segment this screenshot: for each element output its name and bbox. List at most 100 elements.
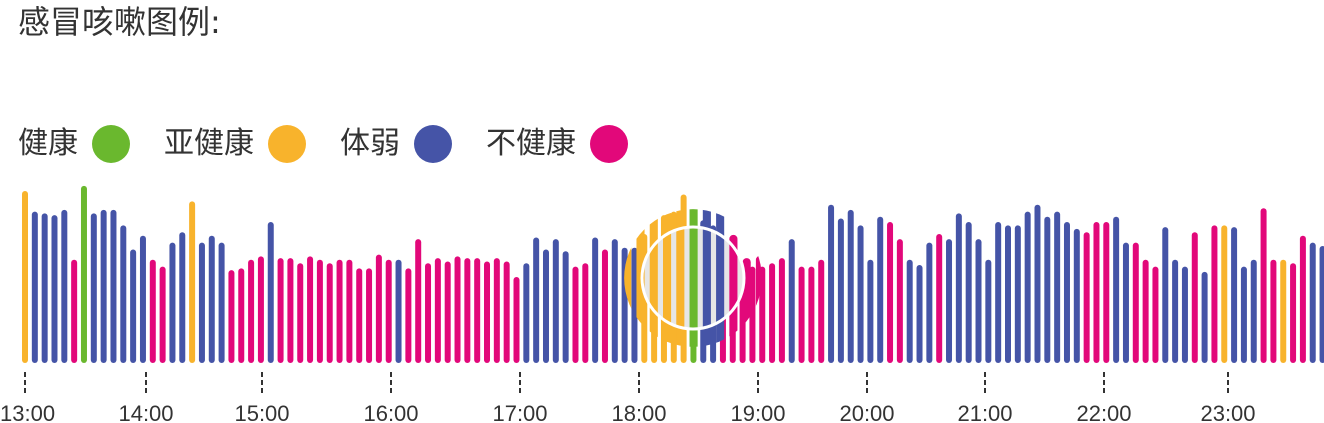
bar: [248, 259, 255, 363]
bar: [356, 268, 363, 363]
bar: [100, 209, 107, 363]
bar: [1093, 221, 1100, 363]
bar: [198, 242, 205, 363]
bar: [1172, 259, 1179, 363]
bar: [287, 258, 294, 363]
legend-label: 不健康: [486, 126, 576, 161]
bar-magnified: [702, 209, 711, 347]
bar: [818, 259, 825, 363]
bar: [1034, 204, 1041, 363]
bar: [631, 247, 638, 363]
bar: [936, 234, 943, 363]
x-tick-label: 13:00: [0, 401, 55, 423]
x-tick-label: 23:00: [1200, 401, 1255, 423]
bar: [336, 259, 343, 363]
bar: [307, 256, 314, 363]
bar: [1152, 266, 1159, 363]
bar: [1191, 232, 1198, 363]
bar: [1250, 259, 1257, 363]
bar: [1122, 242, 1129, 363]
magnifier-lens: [624, 209, 762, 347]
bar: [1083, 232, 1090, 363]
bar: [857, 225, 864, 363]
bar: [179, 232, 186, 363]
bar: [159, 266, 166, 363]
bar: [611, 239, 618, 363]
bar: [1113, 216, 1120, 363]
bar: [80, 185, 87, 363]
x-tick-label: 17:00: [492, 401, 547, 423]
bar: [267, 221, 274, 363]
bar: [572, 266, 579, 363]
bar: [562, 251, 569, 363]
bar: [484, 261, 491, 363]
bar: [1132, 242, 1139, 363]
bar: [1044, 216, 1051, 363]
bar: [169, 242, 176, 363]
bar-magnified: [676, 209, 685, 347]
bar: [975, 239, 982, 363]
bar: [130, 249, 137, 363]
bar: [1103, 221, 1110, 363]
bar: [90, 213, 97, 363]
bar: [1014, 225, 1021, 363]
legend-swatch-yellow: [268, 125, 306, 163]
x-tick-label: 15:00: [234, 401, 289, 423]
bar: [71, 259, 78, 363]
bar: [916, 264, 923, 363]
bar: [1221, 225, 1228, 363]
bar: [1270, 259, 1277, 363]
bar: [405, 268, 412, 363]
bar: [189, 201, 196, 363]
bar: [31, 211, 38, 363]
bar: [995, 221, 1002, 363]
bar: [366, 268, 373, 363]
bar: [326, 263, 333, 363]
bar: [1142, 259, 1149, 363]
bar: [277, 258, 284, 363]
bar: [228, 270, 235, 363]
legend-item-weak: 体弱: [340, 124, 452, 164]
bar: [1211, 225, 1218, 363]
bar: [474, 258, 481, 363]
bar: [493, 258, 500, 363]
bar: [238, 268, 245, 363]
bar: [61, 209, 68, 363]
bar: [769, 263, 776, 363]
bar: [946, 239, 953, 363]
bar: [1290, 263, 1297, 363]
bar: [896, 239, 903, 363]
bar: [985, 259, 992, 363]
legend-swatch-blue: [414, 125, 452, 163]
bar: [139, 235, 146, 363]
bar: [847, 209, 854, 363]
bar: [887, 221, 894, 363]
bar: [808, 266, 815, 363]
bar: [542, 249, 549, 363]
legend-label: 亚健康: [164, 126, 254, 161]
bar: [297, 263, 304, 363]
x-tick-label: 22:00: [1076, 401, 1131, 423]
bar: [523, 263, 530, 363]
bar: [415, 239, 422, 363]
legend-label: 体弱: [340, 126, 400, 161]
bar: [51, 215, 58, 363]
bar: [454, 256, 461, 363]
bar: [1162, 227, 1169, 363]
bar: [1005, 225, 1011, 363]
legend-item-unhealthy: 不健康: [486, 124, 628, 164]
bar: [425, 263, 432, 363]
bar: [1309, 242, 1316, 363]
bar: [208, 235, 215, 363]
bar: [759, 266, 766, 363]
bar: [1299, 235, 1306, 363]
bar: [778, 258, 785, 363]
bar: [464, 258, 471, 363]
x-tick-label: 21:00: [957, 401, 1012, 423]
bar: [601, 249, 608, 363]
x-tick-label: 16:00: [363, 401, 418, 423]
legend-label: 健康: [18, 126, 78, 161]
bar: [533, 237, 540, 363]
bar: [1073, 228, 1080, 363]
